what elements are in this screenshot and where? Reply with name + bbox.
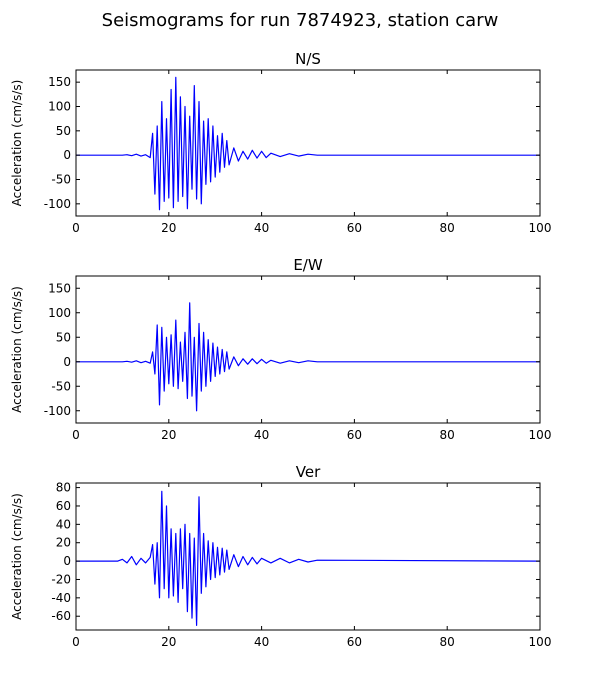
- x-tick-label: 80: [440, 428, 455, 442]
- y-tick-label: -100: [44, 197, 71, 211]
- y-tick-label: 20: [56, 536, 71, 550]
- y-tick-label: 60: [56, 499, 71, 513]
- x-tick-label: 60: [347, 221, 362, 235]
- y-tick-label: -50: [51, 173, 71, 187]
- y-tick-label: -60: [51, 609, 71, 623]
- y-tick-label: -20: [51, 572, 71, 586]
- plot-frame-ver: [75, 482, 541, 631]
- y-tick-label: 0: [63, 148, 71, 162]
- plot-frame-ns: [75, 69, 541, 217]
- y-tick-label: -50: [51, 379, 71, 393]
- y-tick-label: 50: [56, 330, 71, 344]
- x-tick-label: 40: [254, 221, 269, 235]
- trace-line-ver: [76, 490, 541, 627]
- x-tick-label: 80: [440, 221, 455, 235]
- trace-line-ew: [76, 302, 540, 412]
- y-tick-label: 150: [48, 75, 71, 89]
- panel-title-ns: N/S: [295, 50, 321, 68]
- x-tick-label: 0: [72, 221, 80, 235]
- x-tick-label: 40: [254, 428, 269, 442]
- y-axis-label-ew: Acceleration (cm/s/s): [10, 286, 24, 413]
- x-tick-label: 60: [347, 428, 362, 442]
- panel-title-ver: Ver: [296, 463, 321, 481]
- y-tick-label: 0: [63, 355, 71, 369]
- x-tick-label: 40: [254, 635, 269, 649]
- figure-title: Seismograms for run 7874923, station car…: [101, 10, 499, 31]
- y-tick-label: 80: [56, 481, 71, 495]
- plot-frame-ew: [75, 275, 541, 424]
- y-tick-label: 0: [63, 554, 71, 568]
- x-tick-label: 60: [347, 635, 362, 649]
- panel-title-ew: E/W: [293, 256, 323, 274]
- y-tick-label: 40: [56, 517, 71, 531]
- x-tick-label: 80: [440, 635, 455, 649]
- x-tick-label: 20: [161, 221, 176, 235]
- y-tick-label: 50: [56, 124, 71, 138]
- x-tick-label: 0: [72, 428, 80, 442]
- y-tick-label: 150: [48, 281, 71, 295]
- y-tick-label: -40: [51, 591, 71, 605]
- y-tick-label: -100: [44, 404, 71, 418]
- x-tick-label: 20: [161, 635, 176, 649]
- x-tick-label: 20: [161, 428, 176, 442]
- y-tick-label: 100: [48, 100, 71, 114]
- x-tick-label: 100: [529, 428, 552, 442]
- x-tick-label: 0: [72, 635, 80, 649]
- x-tick-label: 100: [529, 221, 552, 235]
- y-axis-label-ns: Acceleration (cm/s/s): [10, 80, 24, 207]
- y-tick-label: 100: [48, 306, 71, 320]
- y-axis-label-ver: Acceleration (cm/s/s): [10, 493, 24, 620]
- trace-line-ns: [76, 76, 540, 211]
- x-tick-label: 100: [529, 635, 552, 649]
